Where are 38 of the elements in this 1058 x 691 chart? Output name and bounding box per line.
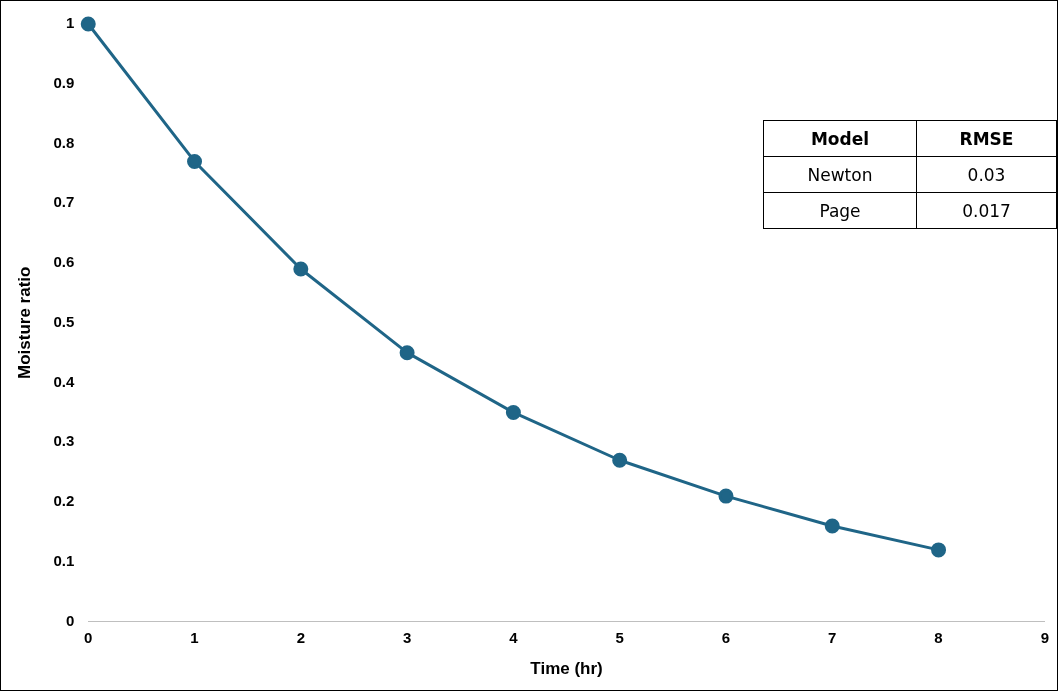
y-axis-title: Moisture ratio: [14, 266, 34, 379]
y-tick-label: 0.8: [53, 133, 75, 151]
annotation: 0.03: [916, 156, 1057, 193]
annotation: Model: [763, 120, 917, 157]
annotation: RMSE: [916, 120, 1057, 157]
x-tick-label: 3: [402, 628, 412, 646]
point: [718, 488, 734, 504]
y-tick-label: 1: [65, 14, 75, 32]
annotation: Page: [763, 192, 917, 229]
x-tick-label: 7: [828, 628, 837, 646]
y-tick-label: 0.9: [53, 73, 75, 91]
x-tick-label: 6: [721, 628, 731, 646]
y-tick-label: 0: [65, 611, 75, 629]
y-tick-label: 0.7: [53, 193, 75, 211]
x-tick-label: 2: [296, 628, 305, 646]
annotation: 0.017: [916, 192, 1057, 229]
y-tick-label: 0.2: [53, 492, 75, 510]
x-tick-label: 1: [190, 628, 199, 646]
x-axis-title: Time (hr): [530, 659, 603, 679]
point: [931, 542, 947, 558]
x-tick-label: 0: [84, 628, 93, 646]
x-tick-label: 8: [934, 628, 943, 646]
point: [399, 345, 415, 361]
y-tick-label: 0.4: [53, 372, 75, 390]
point: [80, 16, 96, 32]
point: [505, 404, 521, 420]
x-tick-label: 4: [509, 628, 519, 646]
point: [824, 518, 840, 534]
point: [293, 261, 309, 277]
point: [612, 452, 628, 468]
point: [187, 153, 203, 169]
y-tick-label: 0.6: [53, 253, 75, 271]
x-tick-label: 9: [1040, 628, 1049, 646]
annotation: Newton: [763, 156, 917, 193]
y-tick-label: 0.3: [53, 432, 75, 450]
y-tick-label: 0.1: [53, 551, 75, 569]
y-tick-label: 0.5: [53, 312, 75, 330]
x-tick-label: 5: [615, 628, 624, 646]
